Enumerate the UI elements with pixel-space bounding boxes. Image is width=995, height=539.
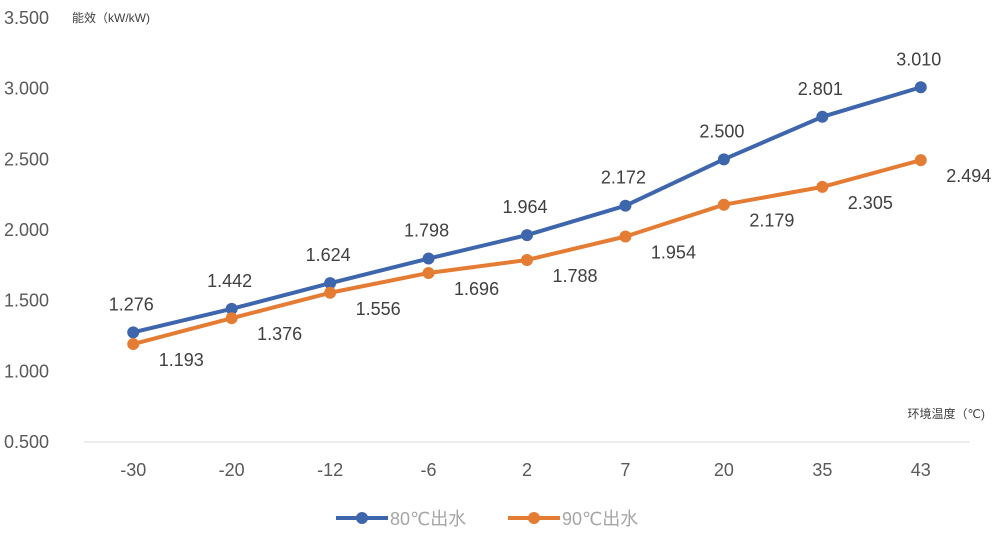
series-2-point (225, 312, 238, 325)
y-tick-label: 0.500 (4, 432, 49, 452)
series-1-data-label: 2.500 (699, 121, 744, 141)
series-2-point (521, 253, 533, 266)
series-2-data-label: 2.305 (848, 193, 893, 213)
series-1-point (619, 199, 632, 212)
y-tick-label: 1.500 (4, 291, 49, 311)
legend-swatch-marker (356, 512, 368, 524)
legend: 80℃出水 90℃出水 (336, 509, 638, 529)
data-labels: 1.276 1.442 1.624 1.798 1.964 2.172 2.500 2.801… (109, 49, 992, 370)
y-axis-ticks: 0.500 1.000 1.500 2.000 2.500 3.000 3.500 (4, 8, 49, 452)
y-tick-label: 3.000 (4, 79, 49, 99)
series-1-point (225, 302, 238, 315)
y-axis-title: 能效（kW/kW) (72, 10, 150, 25)
legend-entry-label: 80℃出水 (390, 509, 466, 529)
series-1-data-label: 1.798 (404, 221, 449, 241)
legend-swatch-marker (528, 512, 540, 524)
series-1-data-label: 1.624 (306, 245, 351, 265)
series-2-point (324, 286, 337, 299)
series-2-point (816, 180, 829, 193)
series-2-data-label: 2.179 (749, 211, 794, 231)
series-line-2 (131, 158, 923, 347)
series-1-data-label: 3.010 (896, 49, 941, 69)
x-tick-label: 43 (911, 460, 931, 480)
series-2-data-label: 2.494 (946, 166, 991, 186)
x-tick-label: -6 (421, 460, 437, 480)
series-2-data-label: 1.788 (552, 266, 597, 286)
x-tick-label: -12 (317, 460, 343, 480)
legend-entry-label: 90℃出水 (562, 509, 638, 529)
x-tick-label: 2 (522, 460, 532, 480)
series-2-data-label: 1.696 (454, 279, 499, 299)
x-tick-label: 20 (714, 460, 734, 480)
series-1-point (127, 326, 140, 339)
x-tick-label: -30 (120, 460, 146, 480)
series-1-data-label: 2.801 (798, 79, 843, 99)
series-2-data-label: 1.376 (257, 324, 302, 344)
series-2-data-label: 1.556 (356, 299, 401, 319)
x-axis-ticks: -30 -20 -12 -6 2 7 20 35 43 (120, 460, 931, 480)
series-1-point (422, 252, 435, 265)
series-2-point (717, 198, 730, 211)
series-1-data-label: 2.172 (601, 168, 646, 188)
series-1-point (816, 110, 829, 123)
series-2-point (914, 154, 927, 167)
series-1-data-label: 1.964 (502, 197, 547, 217)
x-axis-title: 环境温度（℃) (908, 406, 985, 421)
series-1-point (914, 81, 927, 94)
y-tick-label: 1.000 (4, 361, 49, 381)
y-tick-label: 2.500 (4, 149, 49, 169)
x-tick-label: -20 (219, 460, 245, 480)
series-2-point (422, 266, 435, 279)
series-1-point (717, 153, 730, 166)
series-2-point (127, 338, 140, 351)
x-tick-label: 7 (620, 460, 630, 480)
series-1-data-label: 1.276 (109, 294, 154, 314)
series-group (127, 81, 927, 351)
series-1-data-label: 1.442 (207, 271, 252, 291)
y-tick-label: 3.500 (4, 8, 49, 28)
series-2-data-label: 1.954 (651, 243, 696, 263)
series-2-data-label: 1.193 (159, 350, 204, 370)
x-tick-label: 35 (812, 460, 832, 480)
series-1-point (521, 229, 533, 242)
series-1-point (324, 277, 337, 290)
series-2-point (619, 230, 632, 243)
y-tick-label: 2.000 (4, 220, 49, 240)
